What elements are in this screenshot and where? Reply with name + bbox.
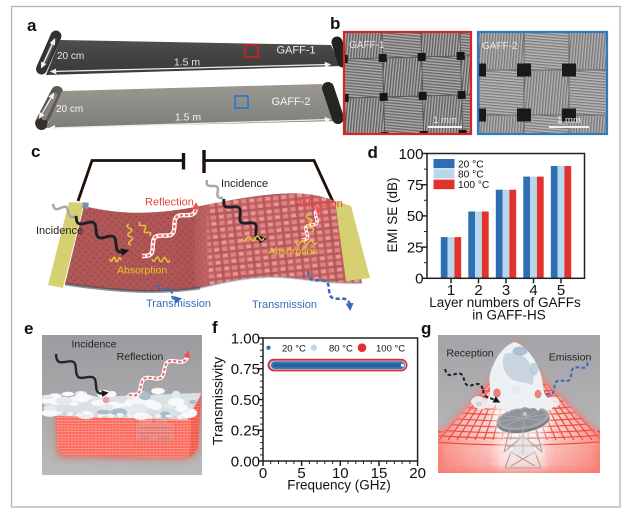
svg-text:EMI SE (dB): EMI SE (dB) xyxy=(385,177,400,252)
svg-text:Incidence: Incidence xyxy=(72,339,117,351)
svg-text:0.00: 0.00 xyxy=(231,453,260,470)
svg-text:10: 10 xyxy=(332,465,349,482)
svg-text:20 °C: 20 °C xyxy=(282,344,306,355)
svg-text:0.75: 0.75 xyxy=(231,361,260,378)
svg-text:100 °C: 100 °C xyxy=(376,344,405,355)
svg-text:2: 2 xyxy=(474,282,482,299)
svg-text:0.25: 0.25 xyxy=(231,423,260,440)
svg-text:20 cm: 20 cm xyxy=(57,51,84,62)
svg-text:75: 75 xyxy=(407,177,424,194)
svg-text:0.50: 0.50 xyxy=(231,392,260,409)
svg-text:100: 100 xyxy=(398,146,423,163)
svg-text:GAFF-1: GAFF-1 xyxy=(349,40,385,51)
svg-text:20 cm: 20 cm xyxy=(56,104,83,115)
svg-text:Absorption: Absorption xyxy=(117,265,167,277)
svg-text:Layer numbers of GAFFs: Layer numbers of GAFFs xyxy=(429,295,581,310)
svg-text:Incidence: Incidence xyxy=(36,225,83,237)
svg-text:c: c xyxy=(31,142,40,161)
svg-text:Transmissivity: Transmissivity xyxy=(210,357,226,445)
svg-text:Emission: Emission xyxy=(549,352,592,364)
svg-text:50: 50 xyxy=(407,208,424,225)
svg-text:f: f xyxy=(212,318,218,337)
svg-text:15: 15 xyxy=(371,465,388,482)
svg-text:GAFF-2: GAFF-2 xyxy=(271,96,310,108)
svg-text:1: 1 xyxy=(447,282,455,299)
svg-text:Reception: Reception xyxy=(446,348,493,360)
svg-text:20: 20 xyxy=(409,465,426,482)
svg-text:e: e xyxy=(24,319,33,338)
svg-text:3: 3 xyxy=(502,282,510,299)
svg-text:5: 5 xyxy=(557,282,565,299)
svg-text:d: d xyxy=(368,143,378,162)
svg-text:b: b xyxy=(330,14,340,33)
svg-text:Absorption: Absorption xyxy=(268,246,318,258)
svg-text:1 mm: 1 mm xyxy=(557,115,581,126)
svg-text:Transmission: Transmission xyxy=(252,299,317,311)
svg-text:1.5 m: 1.5 m xyxy=(175,112,202,124)
svg-text:g: g xyxy=(421,319,431,338)
svg-text:Reflection: Reflection xyxy=(117,351,164,363)
svg-text:1 mm: 1 mm xyxy=(433,115,457,126)
svg-text:Frequency (GHz): Frequency (GHz) xyxy=(287,478,391,493)
svg-text:1.5 m: 1.5 m xyxy=(174,57,201,69)
svg-text:100 °C: 100 °C xyxy=(458,180,489,191)
svg-text:Incidence: Incidence xyxy=(221,178,268,190)
svg-text:80 °C: 80 °C xyxy=(329,344,353,355)
svg-text:5: 5 xyxy=(297,465,305,482)
svg-text:GAFF-2: GAFF-2 xyxy=(482,41,518,52)
svg-text:Reflection: Reflection xyxy=(294,198,343,210)
svg-text:in GAFF-HS: in GAFF-HS xyxy=(472,308,546,323)
svg-text:a: a xyxy=(27,16,37,35)
svg-text:Reflection: Reflection xyxy=(145,197,194,209)
svg-text:0: 0 xyxy=(259,465,267,482)
svg-text:Transmission: Transmission xyxy=(146,298,211,310)
svg-text:80 °C: 80 °C xyxy=(458,170,484,181)
svg-text:25: 25 xyxy=(407,239,424,256)
svg-text:GAFF-1: GAFF-1 xyxy=(276,45,315,57)
svg-text:1.00: 1.00 xyxy=(231,330,260,347)
svg-text:4: 4 xyxy=(529,282,537,299)
svg-text:0: 0 xyxy=(415,271,423,288)
svg-text:20 °C: 20 °C xyxy=(458,159,484,170)
